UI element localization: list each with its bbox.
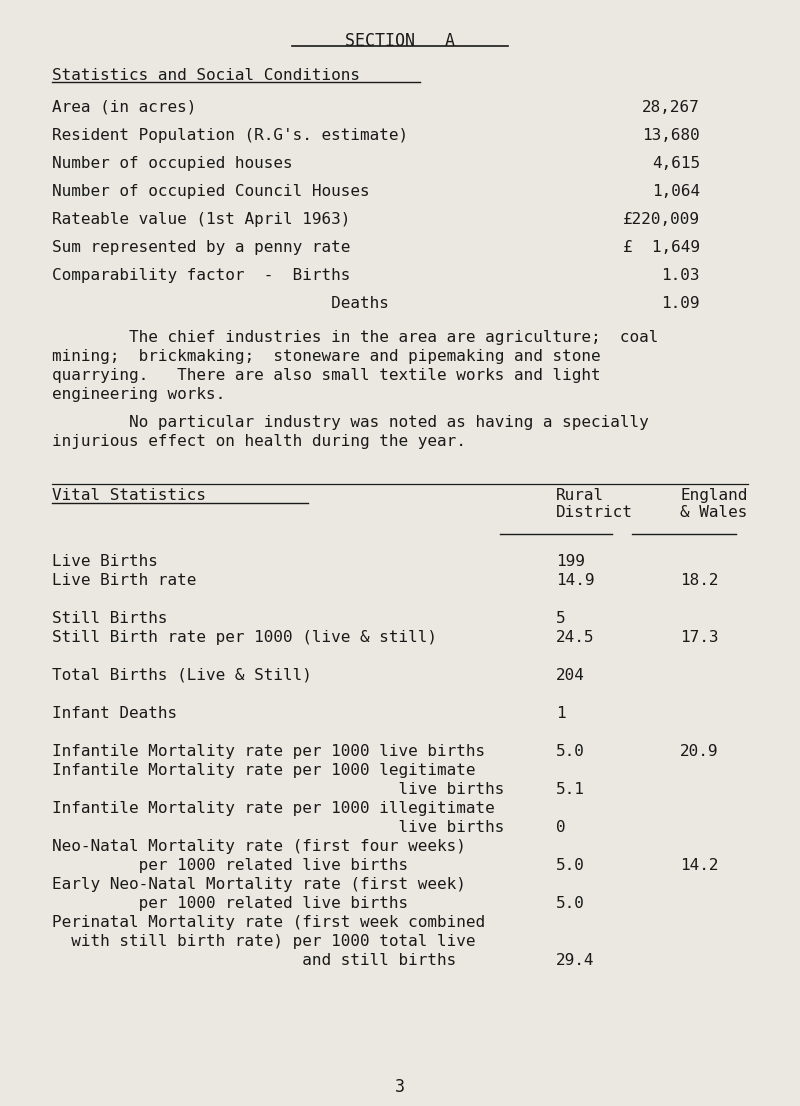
Text: 18.2: 18.2 [680, 573, 718, 588]
Text: per 1000 related live births: per 1000 related live births [52, 896, 408, 911]
Text: 13,680: 13,680 [642, 128, 700, 143]
Text: Live Birth rate: Live Birth rate [52, 573, 196, 588]
Text: 4,615: 4,615 [652, 156, 700, 171]
Text: 24.5: 24.5 [556, 630, 594, 645]
Text: Resident Population (R.G's. estimate): Resident Population (R.G's. estimate) [52, 128, 408, 143]
Text: 3: 3 [395, 1078, 405, 1096]
Text: Number of occupied Council Houses: Number of occupied Council Houses [52, 184, 370, 199]
Text: No particular industry was noted as having a specially: No particular industry was noted as havi… [52, 415, 649, 430]
Text: Infantile Mortality rate per 1000 illegitimate: Infantile Mortality rate per 1000 illegi… [52, 801, 494, 816]
Text: Vital Statistics: Vital Statistics [52, 488, 206, 503]
Text: mining;  brickmaking;  stoneware and pipemaking and stone: mining; brickmaking; stoneware and pipem… [52, 349, 601, 364]
Text: injurious effect on health during the year.: injurious effect on health during the ye… [52, 434, 466, 449]
Text: Sum represented by a penny rate: Sum represented by a penny rate [52, 240, 350, 255]
Text: 5.0: 5.0 [556, 896, 585, 911]
Text: Still Births: Still Births [52, 611, 167, 626]
Text: £  1,649: £ 1,649 [623, 240, 700, 255]
Text: 1: 1 [556, 706, 566, 721]
Text: Infant Deaths: Infant Deaths [52, 706, 177, 721]
Text: Comparability factor  -  Births: Comparability factor - Births [52, 268, 350, 283]
Text: The chief industries in the area are agriculture;  coal: The chief industries in the area are agr… [52, 330, 658, 345]
Text: Deaths: Deaths [52, 296, 389, 311]
Text: District: District [556, 505, 633, 520]
Text: 29.4: 29.4 [556, 953, 594, 968]
Text: 1.09: 1.09 [662, 296, 700, 311]
Text: Infantile Mortality rate per 1000 legitimate: Infantile Mortality rate per 1000 legiti… [52, 763, 475, 778]
Text: engineering works.: engineering works. [52, 387, 226, 401]
Text: Infantile Mortality rate per 1000 live births: Infantile Mortality rate per 1000 live b… [52, 744, 485, 759]
Text: live births: live births [52, 782, 504, 797]
Text: Live Births: Live Births [52, 554, 158, 568]
Text: 204: 204 [556, 668, 585, 684]
Text: 20.9: 20.9 [680, 744, 718, 759]
Text: & Wales: & Wales [680, 505, 747, 520]
Text: England: England [680, 488, 747, 503]
Text: 5: 5 [556, 611, 566, 626]
Text: Neo-Natal Mortality rate (first four weeks): Neo-Natal Mortality rate (first four wee… [52, 839, 466, 854]
Text: 199: 199 [556, 554, 585, 568]
Text: and still births: and still births [52, 953, 456, 968]
Text: 17.3: 17.3 [680, 630, 718, 645]
Text: quarrying.   There are also small textile works and light: quarrying. There are also small textile … [52, 368, 601, 383]
Text: £220,009: £220,009 [623, 212, 700, 227]
Text: live births: live births [52, 820, 504, 835]
Text: Statistics and Social Conditions: Statistics and Social Conditions [52, 67, 360, 83]
Text: 5.0: 5.0 [556, 858, 585, 873]
Text: 28,267: 28,267 [642, 100, 700, 115]
Text: Still Birth rate per 1000 (live & still): Still Birth rate per 1000 (live & still) [52, 630, 437, 645]
Text: with still birth rate) per 1000 total live: with still birth rate) per 1000 total li… [52, 933, 475, 949]
Text: per 1000 related live births: per 1000 related live births [52, 858, 408, 873]
Text: 1.03: 1.03 [662, 268, 700, 283]
Text: 1,064: 1,064 [652, 184, 700, 199]
Text: 0: 0 [556, 820, 566, 835]
Text: 14.2: 14.2 [680, 858, 718, 873]
Text: Rural: Rural [556, 488, 604, 503]
Text: 14.9: 14.9 [556, 573, 594, 588]
Text: Area (in acres): Area (in acres) [52, 100, 196, 115]
Text: SECTION   A: SECTION A [345, 32, 455, 50]
Text: 5.0: 5.0 [556, 744, 585, 759]
Text: Early Neo-Natal Mortality rate (first week): Early Neo-Natal Mortality rate (first we… [52, 877, 466, 893]
Text: Rateable value (1st April 1963): Rateable value (1st April 1963) [52, 212, 350, 227]
Text: 5.1: 5.1 [556, 782, 585, 797]
Text: Number of occupied houses: Number of occupied houses [52, 156, 293, 171]
Text: Perinatal Mortality rate (first week combined: Perinatal Mortality rate (first week com… [52, 915, 485, 930]
Text: Total Births (Live & Still): Total Births (Live & Still) [52, 668, 312, 684]
